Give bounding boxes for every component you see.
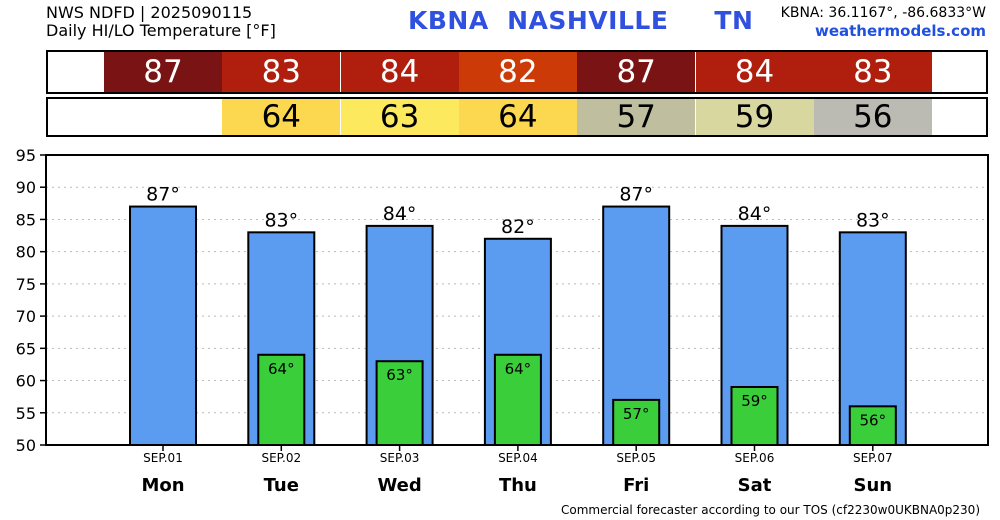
date-label: SEP.07 [853,451,893,465]
product-title: Daily HI/LO Temperature [°F] [46,21,276,40]
date-label: SEP.03 [380,451,420,465]
high-temp-label: 82° [501,216,535,238]
high-temp-label: 87° [146,184,180,206]
y-tick-label: 95 [16,146,36,165]
weekday-label: Wed [377,475,421,496]
low-temp-bar [257,353,306,446]
high-strip-cell: 87 [104,52,222,92]
station-coordinates: KBNA: 36.1167°, -86.6833°W [780,5,986,21]
y-tick-label: 85 [16,210,36,229]
high-strip-cell: 83 [813,52,932,92]
weekday-label: Thu [499,475,537,496]
header-right: KBNA: 36.1167°, -86.6833°W weathermodels… [781,4,986,40]
weekday-label: Tue [264,475,299,496]
weekday-label: Mon [141,475,184,496]
low-temp-strip: 64 63 64 57 59 56 [46,97,988,137]
plot-frame [45,154,989,446]
y-tick-label: 75 [16,275,36,294]
low-temp-label: 64° [505,360,532,378]
weekday-label: Sat [738,475,772,496]
low-temp-bar [493,353,542,446]
low-temp-label: 59° [741,392,768,410]
high-strip-cell: 82 [458,52,577,92]
y-tick-label: 50 [16,436,36,455]
footer-note: Commercial forecaster according to our T… [560,503,980,517]
high-strip-cell: 84 [695,52,814,92]
date-label: SEP.02 [261,451,301,465]
high-temp-label: 84° [738,203,772,225]
low-strip-cell: 59 [695,99,814,135]
date-label: SEP.01 [143,451,183,465]
low-temp-label: 56° [860,411,887,429]
high-strip-cell: 87 [577,52,696,92]
y-tick-label: 70 [16,307,36,326]
high-temp-bar [129,205,197,446]
low-temp-label: 64° [268,360,295,378]
weekday-label: Sun [854,475,893,496]
low-temp-label: 63° [386,366,413,384]
high-temp-label: 87° [619,184,653,206]
low-temp-label: 57° [623,405,650,423]
model-run-label: NWS NDFD | 2025090115 [46,3,253,22]
low-strip-cell: 63 [340,99,459,135]
date-label: SEP.05 [616,451,656,465]
site-link[interactable]: weathermodels.com [814,22,986,40]
low-strip-cell: 64 [222,99,341,135]
low-strip-cell: 57 [577,99,696,135]
y-tick-label: 60 [16,372,36,391]
low-strip-cell: 56 [813,99,932,135]
y-tick-label: 55 [16,404,36,423]
high-temp-strip: 87 83 84 82 87 84 83 [46,50,988,94]
y-tick-label: 80 [16,243,36,262]
date-label: SEP.04 [498,451,538,465]
weekday-label: Fri [623,475,649,496]
low-temp-bar [375,360,424,447]
low-strip-cell: 64 [458,99,577,135]
y-tick-label: 90 [16,178,36,197]
date-label: SEP.06 [735,451,775,465]
y-tick-label: 65 [16,339,36,358]
high-temp-label: 84° [383,203,417,225]
high-strip-cell: 83 [222,52,341,92]
station-title: KBNA NASHVILLE TN [408,6,754,35]
header-info: NWS NDFD | 2025090115 Daily HI/LO Temper… [46,4,276,40]
high-temp-label: 83° [264,209,298,231]
low-temp-bar [612,398,661,446]
high-strip-cell: 84 [340,52,459,92]
high-temp-label: 83° [856,209,890,231]
